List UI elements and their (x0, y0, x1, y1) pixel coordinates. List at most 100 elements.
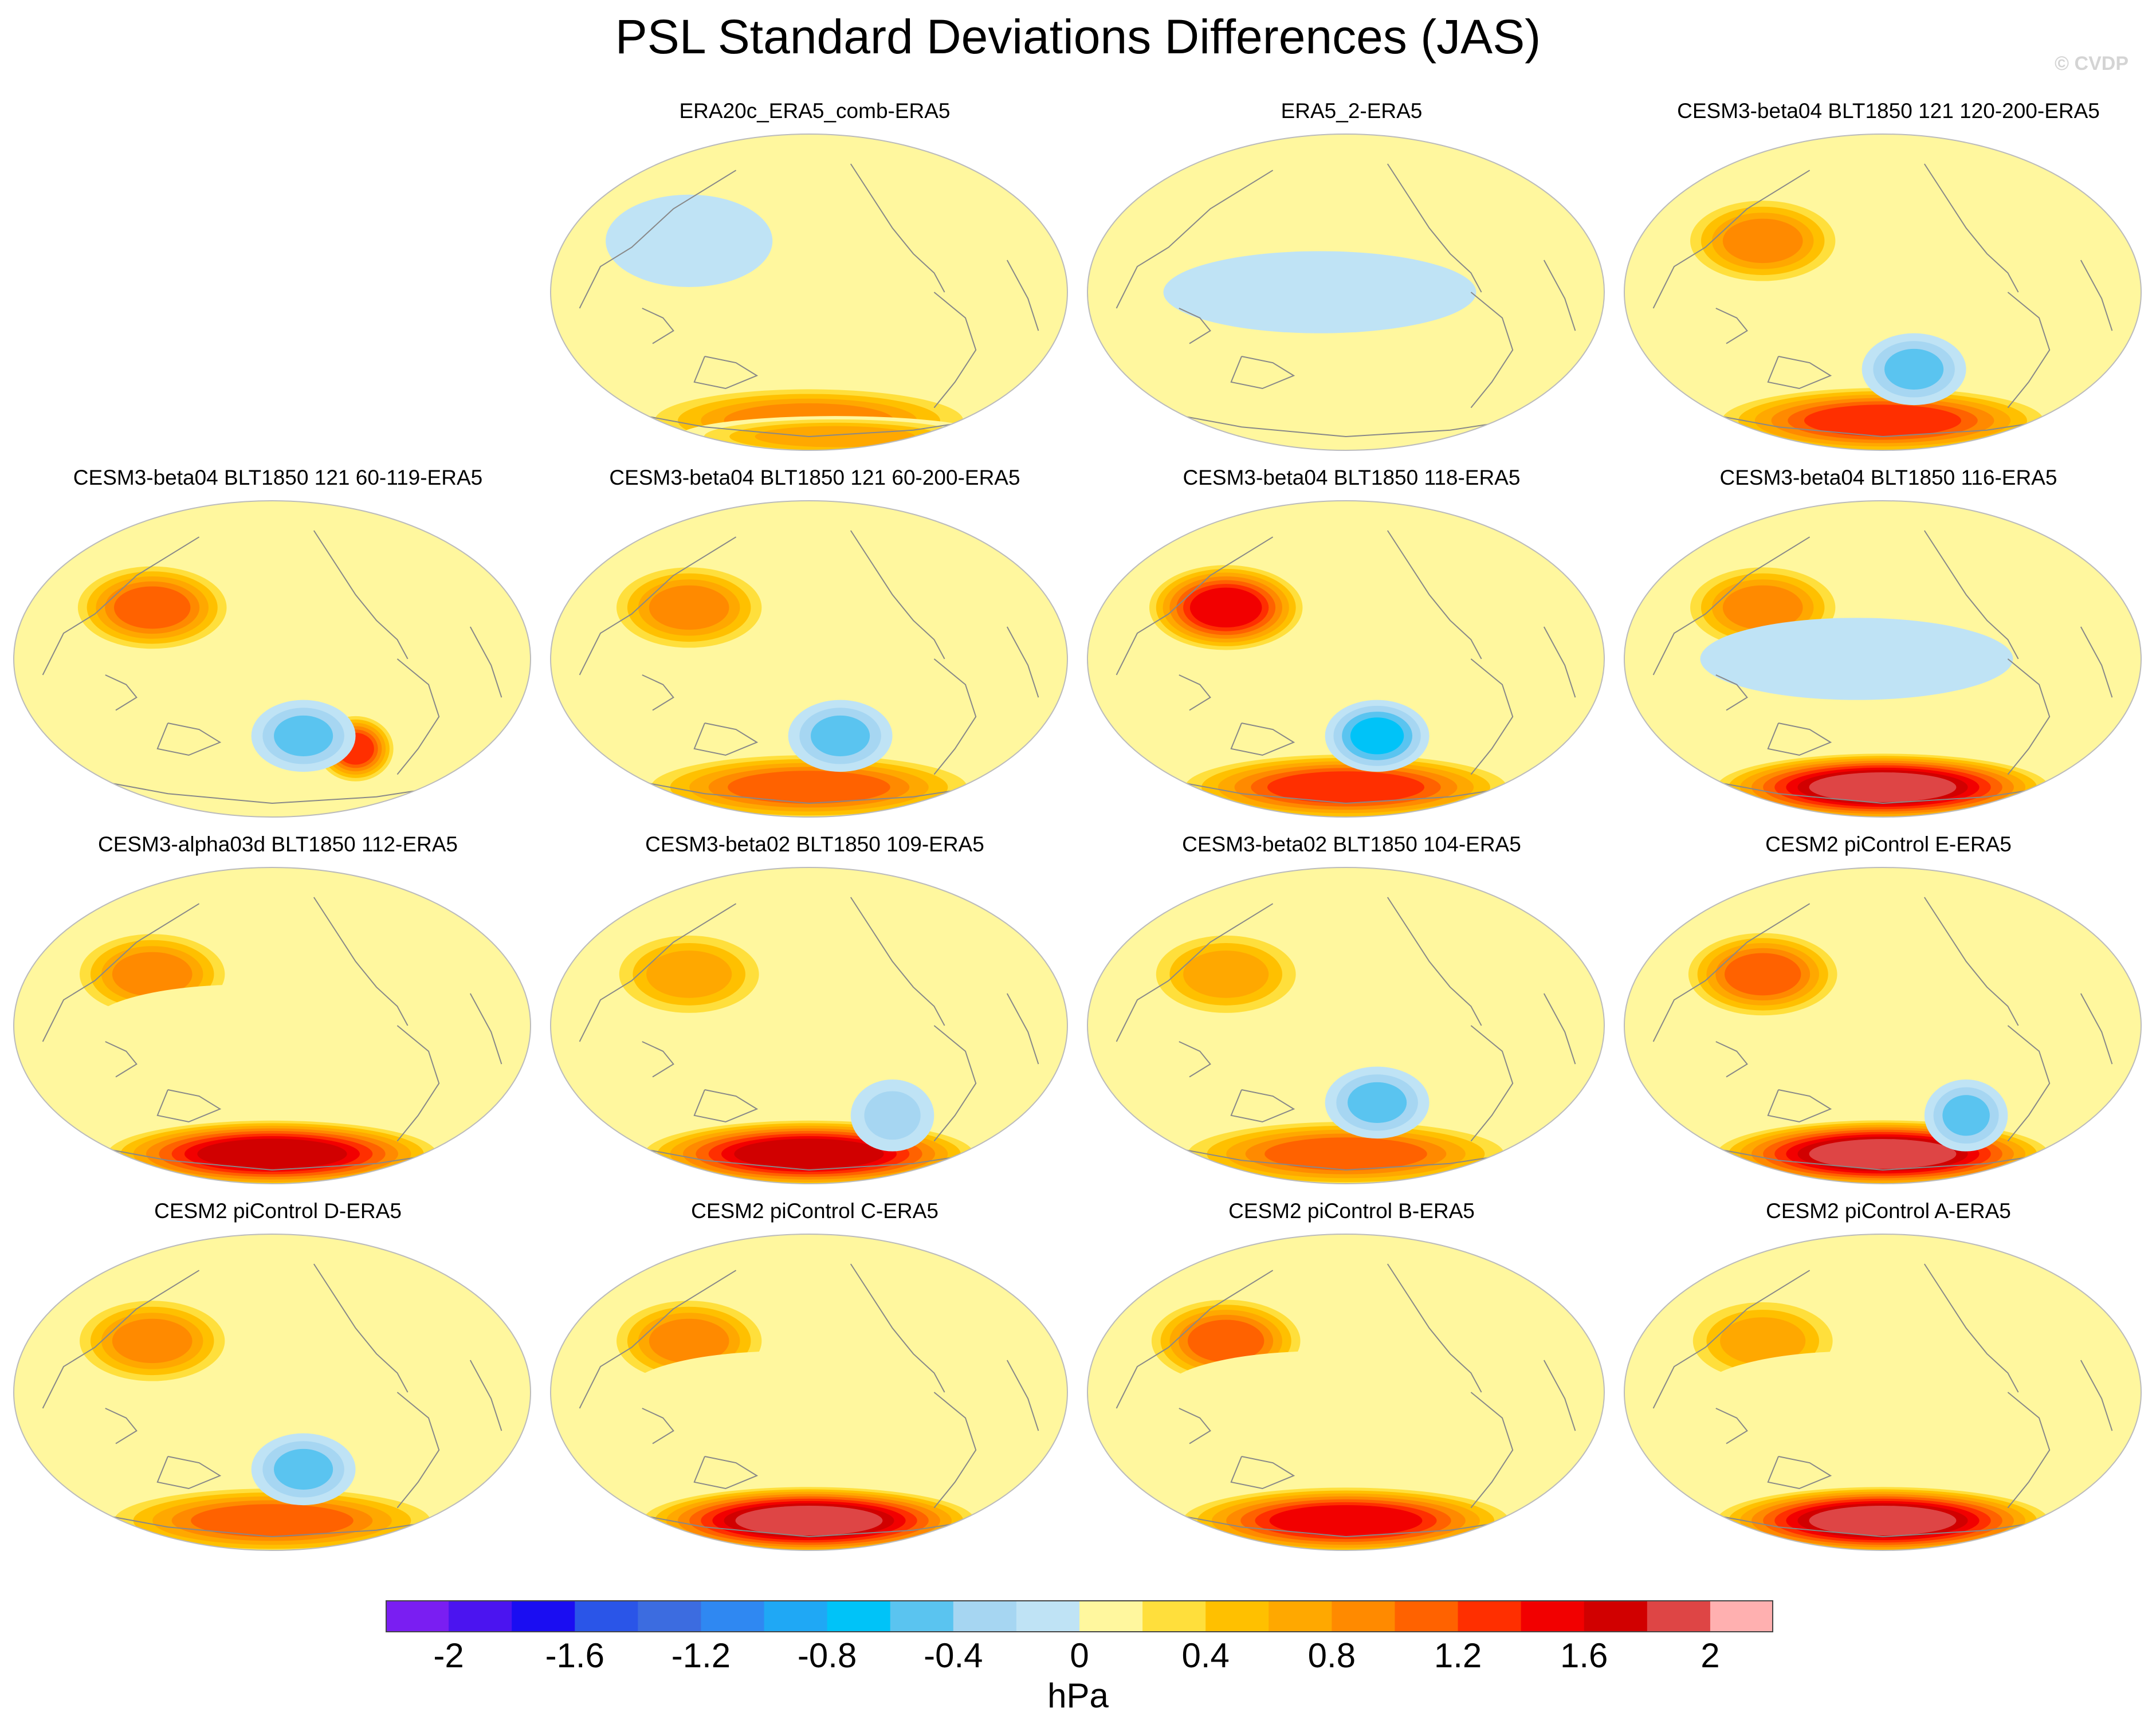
colorbar-bin (512, 1600, 575, 1632)
coastline (1006, 993, 1039, 1065)
colorbar-swatches (386, 1600, 1773, 1632)
colorbar (386, 1600, 1773, 1632)
field-contour-north-pacific (1187, 1319, 1264, 1362)
coastline (2080, 1360, 2113, 1431)
map-outline (550, 133, 1068, 451)
coastline (642, 674, 674, 711)
map-canvas (1624, 1234, 2142, 1551)
cvdp-credit: © CVDP (2055, 53, 2128, 74)
map-panel-title: CESM2 piControl A-ERA5 (1766, 1199, 2011, 1223)
map-panel: CESM3-beta02 BLT1850 109-ERA5 (548, 832, 1081, 1199)
coastline (42, 903, 200, 1042)
coastline (579, 903, 737, 1042)
coastline (1387, 897, 1482, 1026)
map-outline (550, 867, 1068, 1184)
colorbar-bin (449, 1600, 512, 1632)
colorbar-bin (1079, 1600, 1143, 1632)
coastline (105, 1408, 138, 1444)
field-contour-north-pacific (1189, 587, 1262, 628)
colorbar-tick-label: 1.2 (1434, 1636, 1482, 1675)
map-panel-title: CESM3-alpha03d BLT1850 112-ERA5 (97, 832, 458, 856)
colorbar-tick-label: 1.6 (1560, 1636, 1608, 1675)
field-contour-north-pacific (1724, 953, 1801, 996)
field-contour-north-pacific (1183, 951, 1269, 998)
coastline (1543, 993, 1576, 1065)
map-canvas (550, 867, 1068, 1184)
coastline (1543, 626, 1576, 698)
map-panel: CESM3-beta02 BLT1850 104-ERA5 (1085, 832, 1618, 1199)
field-contour-southern-ocean (1264, 1137, 1427, 1171)
colorbar-bin (1710, 1600, 1773, 1632)
coastline (579, 1270, 737, 1409)
colorbar-tick-label: 0.8 (1307, 1636, 1356, 1675)
field-contour-north-pacific (1722, 585, 1803, 630)
coastline (2007, 1025, 2051, 1142)
coastline (1470, 292, 1514, 409)
coastline (1116, 536, 1274, 676)
coastline (1179, 1408, 1211, 1444)
colorbar-bin (1332, 1600, 1395, 1632)
coastline (42, 1270, 200, 1409)
coastline (579, 170, 737, 309)
colorbar-bin (1521, 1600, 1585, 1632)
coastline (2007, 1392, 2051, 1509)
map-panel: CESM2 piControl D-ERA5 (11, 1199, 544, 1565)
map-panel-title: CESM3-beta04 BLT1850 121 60-119-ERA5 (73, 466, 483, 489)
coastline (1652, 1270, 1811, 1409)
coastline (1179, 674, 1211, 711)
colorbar-bin (764, 1600, 828, 1632)
colorbar-tick-label: -1.6 (545, 1636, 604, 1675)
coastline (1006, 626, 1039, 698)
coastline (1715, 1041, 1748, 1078)
coastline (1715, 308, 1748, 344)
field-contour-southern-ocean (1269, 1505, 1423, 1537)
field-contour-north-pacific (1722, 218, 1803, 264)
coastline (1767, 1089, 1832, 1123)
coastline (1674, 407, 2092, 438)
colorbar-bin (1395, 1600, 1459, 1632)
map-panels-grid: ERA20c_ERA5_comb-ERA5 ERA5_2-ERA5 CESM3-be… (11, 99, 2155, 1565)
field-contour-southern-ocean (197, 1138, 347, 1169)
coastline (693, 356, 759, 390)
colorbar-bin (575, 1600, 638, 1632)
field-contour-north-pacific (646, 951, 732, 998)
coastline (396, 1025, 440, 1142)
field-contour-north-pacific (113, 586, 191, 629)
field-contour-southern-ocean (1168, 384, 1523, 450)
field-contour-south-pacific (1884, 348, 1944, 390)
coastline (156, 1089, 222, 1123)
colorbar-tick-label: -0.4 (924, 1636, 983, 1675)
coastline (469, 626, 502, 698)
colorbar-bin (1584, 1600, 1648, 1632)
map-outline (1087, 1234, 1605, 1551)
map-canvas (1087, 1234, 1605, 1551)
coastline (1230, 722, 1295, 756)
colorbar-bin (827, 1600, 891, 1632)
map-panel: CESM3-beta04 BLT1850 121 120-200-ERA5 (1622, 99, 2155, 465)
coastline (2080, 260, 2113, 331)
coastline (1923, 530, 2019, 659)
coastline (933, 292, 977, 409)
map-canvas (550, 133, 1068, 451)
field-contour-north-pacific (649, 585, 729, 630)
coastline (1230, 356, 1295, 390)
map-panel-title: CESM3-beta02 BLT1850 104-ERA5 (1182, 832, 1521, 856)
map-outline (13, 867, 531, 1184)
map-canvas (13, 1234, 531, 1551)
coastline (642, 1408, 674, 1444)
map-panel-title: CESM2 piControl D-ERA5 (154, 1199, 402, 1223)
coastline (156, 722, 222, 756)
map-panel-title: CESM3-beta04 BLT1850 118-ERA5 (1183, 466, 1521, 489)
coastline (579, 536, 737, 676)
coastline (1470, 658, 1514, 775)
colorbar-bin (701, 1600, 765, 1632)
map-outline (550, 1234, 1068, 1551)
field-contour-antarctic-margin (755, 426, 916, 447)
coastline (105, 1041, 138, 1078)
coastline (1179, 1041, 1211, 1078)
field-contour-north-pacific (606, 194, 773, 288)
coastline (2080, 626, 2113, 698)
coastline (1137, 1140, 1555, 1171)
map-canvas (1087, 867, 1605, 1184)
coastline (1387, 1263, 1482, 1393)
